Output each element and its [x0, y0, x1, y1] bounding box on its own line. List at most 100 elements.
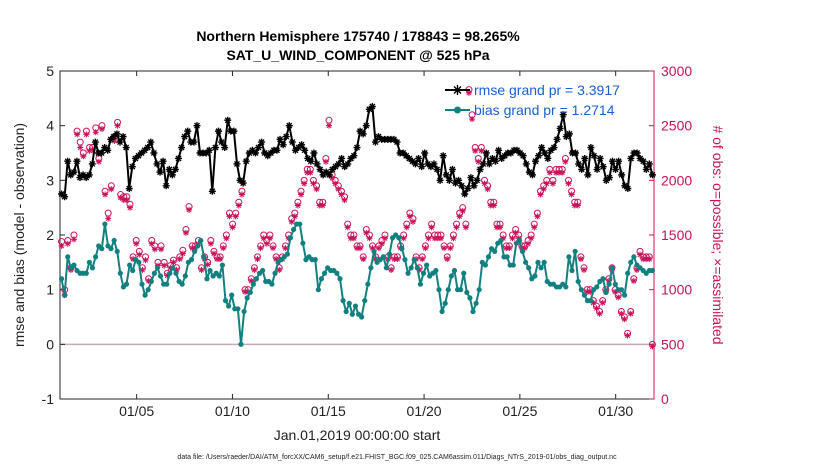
obs-assimilated-point	[615, 294, 622, 301]
rmse-point	[347, 154, 355, 162]
rmse-point	[427, 163, 435, 171]
obs-assimilated-point	[89, 146, 96, 153]
obs-assimilated-point	[139, 266, 146, 273]
bias-point	[436, 287, 442, 293]
obs-assimilated-point	[294, 202, 301, 209]
obs-assimilated-point	[74, 131, 81, 138]
bias-point	[127, 262, 133, 268]
obs-assimilated-point	[549, 180, 556, 187]
rmse-point	[218, 138, 226, 146]
obs-assimilated-point	[584, 288, 591, 295]
obs-assimilated-point	[388, 266, 395, 273]
rmse-point	[236, 176, 244, 184]
obs-assimilated-point	[226, 213, 233, 220]
rmse-point	[356, 127, 364, 135]
bias-point	[470, 308, 476, 315]
bias-point	[315, 287, 321, 293]
bias-point	[569, 267, 575, 274]
obs-assimilated-point	[643, 256, 650, 263]
rmse-point	[291, 146, 299, 154]
bias-point	[198, 237, 204, 244]
obs-assimilated-point	[453, 224, 460, 231]
obs-assimilated-point	[329, 175, 336, 182]
y-tick-label: 1	[46, 282, 54, 298]
bias-point	[433, 267, 439, 274]
obs-assimilated-point	[630, 277, 637, 284]
rmse-point	[128, 163, 136, 171]
rmse-point	[368, 103, 376, 111]
bias-point	[649, 267, 656, 274]
rmse-point	[538, 144, 546, 152]
bias-point	[86, 259, 92, 265]
obs-assimilated-point	[366, 235, 373, 242]
bias-point	[420, 270, 427, 276]
obs-assimilated-point	[341, 197, 348, 204]
bias-point	[241, 308, 247, 315]
rmse-point	[532, 157, 540, 165]
bias-point	[451, 267, 458, 274]
obs-assimilated-point	[260, 235, 267, 242]
obs-assimilated-point	[301, 180, 308, 187]
rmse-point	[122, 144, 130, 152]
rmse-point	[328, 165, 336, 173]
rmse-point	[325, 171, 333, 179]
bias-point	[575, 278, 581, 285]
rmse-point	[627, 154, 635, 162]
bias-point	[89, 265, 96, 271]
bias-point	[498, 237, 504, 244]
obs-assimilated-point	[114, 122, 121, 129]
rmse-point	[76, 174, 84, 182]
obs-assimilated-point	[145, 277, 152, 284]
obs-assimilated-point	[313, 186, 320, 193]
bias-point	[362, 298, 368, 304]
rmse-point	[393, 138, 401, 146]
obs-assimilated-point	[354, 245, 360, 252]
rmse-point	[415, 154, 423, 162]
obs-assimilated-point	[590, 299, 597, 306]
rmse-point	[464, 185, 472, 193]
obs-assimilated-point	[521, 245, 528, 252]
bias-point	[581, 292, 587, 298]
rmse-point	[331, 163, 339, 171]
rmse-point	[184, 127, 192, 135]
bias-point	[368, 265, 374, 271]
bias-point	[247, 289, 253, 295]
rmse-point	[85, 171, 93, 179]
bias-point	[253, 276, 260, 282]
bias-point	[578, 287, 584, 293]
y-tick-label: 2	[46, 227, 54, 243]
bias-point	[99, 246, 105, 252]
obs-assimilated-point	[347, 235, 354, 242]
bias-point	[130, 267, 136, 274]
obs-assimilated-point	[151, 246, 158, 253]
rmse-point	[301, 146, 309, 154]
obs-assimilated-point	[254, 256, 261, 263]
bias-point	[65, 254, 71, 260]
bias-point	[603, 289, 609, 295]
bias-point	[142, 292, 148, 298]
bias-point	[312, 257, 318, 263]
obs-assimilated-point	[633, 266, 640, 273]
rmse-point	[575, 160, 583, 168]
bias-point	[157, 273, 164, 279]
obs-assimilated-point	[164, 272, 171, 279]
rmse-point	[513, 146, 521, 154]
rmse-point	[405, 154, 413, 162]
bias-point	[321, 270, 328, 276]
obs-assimilated-point	[593, 305, 600, 312]
obs-assimilated-point	[182, 229, 189, 236]
rmse-point	[61, 193, 69, 201]
bias-point	[612, 281, 618, 287]
rmse-point	[562, 133, 570, 141]
rmse-point	[279, 141, 287, 149]
rmse-point	[251, 149, 259, 157]
rmse-point	[138, 149, 146, 157]
bias-point	[92, 254, 99, 260]
rmse-point	[322, 168, 330, 176]
obs-assimilated-point	[186, 206, 193, 213]
obs-assimilated-point	[525, 240, 532, 247]
obs-assimilated-point	[298, 191, 305, 198]
obs-assimilated-point	[497, 224, 504, 231]
obs-assimilated-point	[406, 213, 413, 220]
obs-assimilated-point	[105, 215, 112, 222]
